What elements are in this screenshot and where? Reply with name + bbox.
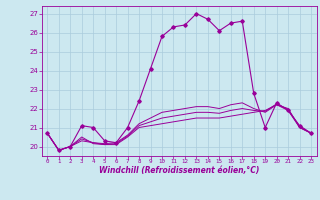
X-axis label: Windchill (Refroidissement éolien,°C): Windchill (Refroidissement éolien,°C) — [99, 166, 260, 175]
